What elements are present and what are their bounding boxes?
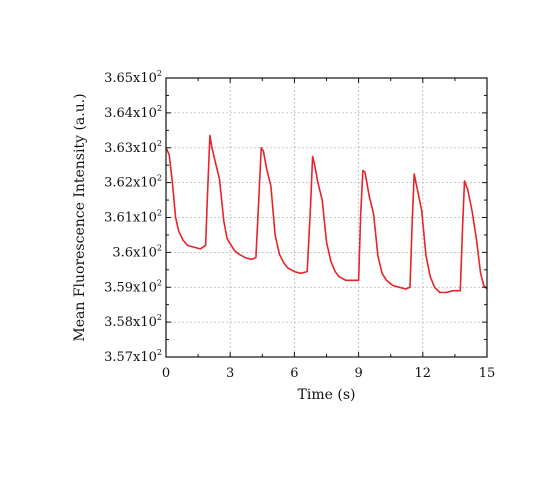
x-tick-label: 15 <box>479 366 496 381</box>
y-tick-label: 3.62x102 <box>104 174 162 191</box>
series-layer <box>165 134 488 294</box>
y-axis-title: Mean Fluorescence Intensity (a.u.) <box>72 93 88 341</box>
tick-marks <box>165 77 488 358</box>
y-tick-label: 3.61x102 <box>104 209 162 226</box>
y-tick-label: 3.6x102 <box>112 243 162 260</box>
y-tick-label: 3.63x102 <box>104 139 162 156</box>
y-tick-label: 3.58x102 <box>104 313 162 330</box>
x-tick-labels: 0 3 6 9 12 15 <box>162 366 495 381</box>
x-tick-label: 12 <box>415 366 432 381</box>
x-tick-label: 9 <box>354 366 362 381</box>
y-tick-label: 3.57x102 <box>104 348 162 365</box>
x-tick-label: 3 <box>226 366 234 381</box>
y-tick-labels: 3.57x102 3.58x102 3.59x102 3.6x102 3.61x102 3… <box>104 69 162 365</box>
y-tick-label: 3.65x102 <box>104 69 162 86</box>
x-axis-title: Time (s) <box>298 387 356 403</box>
y-tick-label: 3.64x102 <box>104 104 162 121</box>
x-tick-label: 0 <box>162 366 170 381</box>
x-tick-label: 6 <box>290 366 298 381</box>
grid-lines <box>166 78 487 357</box>
y-tick-label: 3.59x102 <box>104 278 162 295</box>
series-line <box>165 134 488 294</box>
